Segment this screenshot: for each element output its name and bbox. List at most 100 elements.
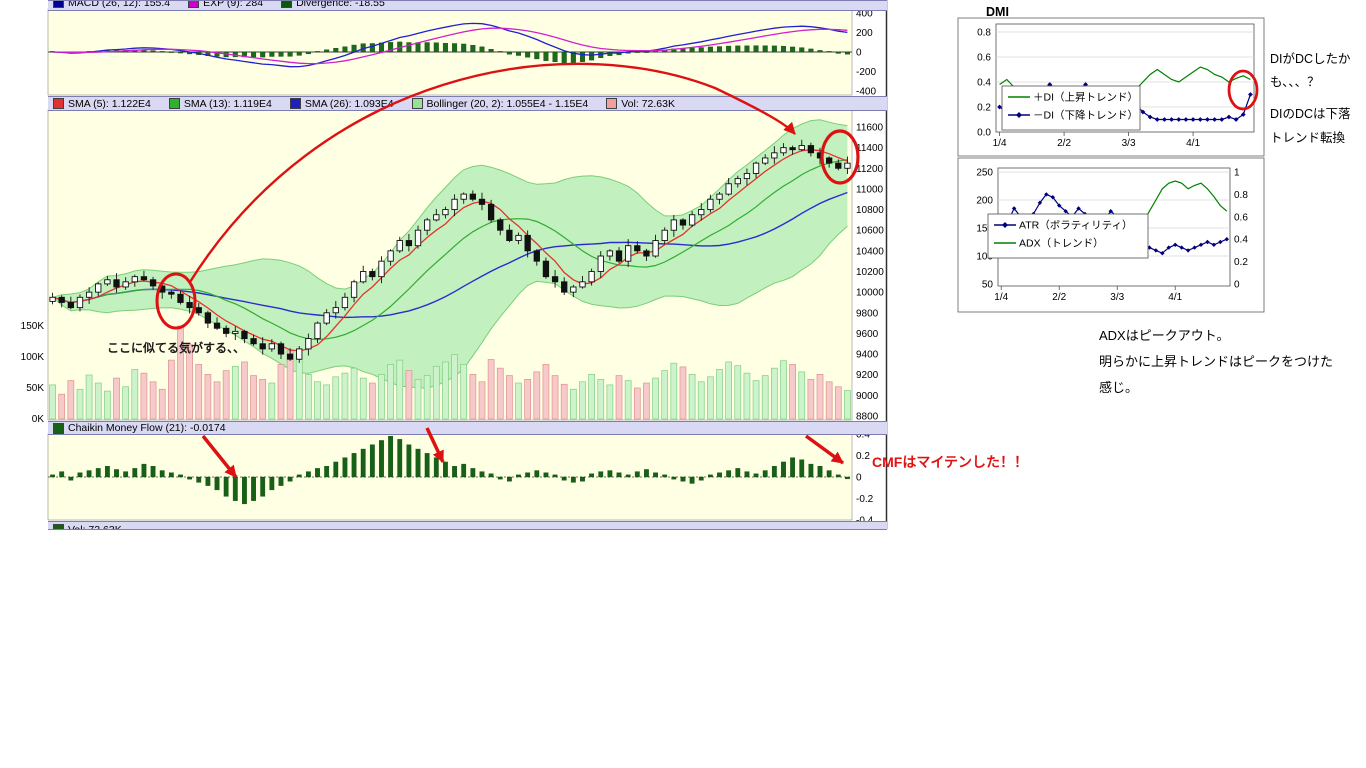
- atr-right-label: 0: [1234, 280, 1240, 291]
- macd-axis-label: 400: [856, 9, 873, 20]
- bollinger-legend-item: Bollinger (20, 2): 1.055E4 - 1.15E4: [411, 97, 589, 110]
- volume-legend-item: Vol: 72.63K: [606, 98, 675, 110]
- exp-legend-item: EXP (9): 284: [188, 0, 264, 9]
- volume-axis-label: 50K: [26, 383, 44, 394]
- macd-legend-item: MACD (26, 12): 155.4: [53, 0, 171, 9]
- dmi-x-label: 2/2: [1057, 138, 1071, 149]
- price-legend-bar: SMA (5): 1.122E4 SMA (13): 1.119E4 SMA (…: [48, 96, 887, 111]
- legend-label: Bollinger (20, 2): 1.055E4 - 1.15E4: [426, 97, 589, 110]
- atr-left-label: 250: [976, 168, 993, 179]
- price-axis-label: 9000: [856, 391, 879, 402]
- note-adx-line3: 感じ。: [1099, 380, 1139, 395]
- atr-legend-label: ATR（ボラティリティ）: [1019, 220, 1132, 232]
- cmf-axis-label: -0.2: [856, 494, 874, 505]
- price-axis-label: 11600: [856, 123, 884, 134]
- volume-axis-label: 150K: [21, 321, 45, 332]
- cmf-legend-item: Chaikin Money Flow (21): -0.0174: [53, 422, 226, 434]
- legend-label: MACD (26, 12): 155.4: [68, 0, 171, 9]
- divergence-color-marker: [281, 1, 293, 8]
- atr-x-label: 2/2: [1052, 292, 1066, 303]
- sma13-legend-item: SMA (13): 1.119E4: [168, 97, 272, 110]
- note-cmf-negative: CMFはマイテンした！！: [872, 454, 1029, 470]
- legend-label: Divergence: -18.55: [296, 0, 385, 9]
- volume-axis-label: 0K: [32, 414, 45, 425]
- price-axis-label: 10800: [856, 205, 884, 216]
- price-axis-label: 9600: [856, 329, 879, 340]
- price-axis-label: 10400: [856, 246, 884, 257]
- atr-right-label: 0.8: [1234, 190, 1248, 201]
- note-di-dc-line3: DIのDCは下落: [1270, 107, 1351, 121]
- volume-axis-label: 100K: [21, 352, 45, 363]
- dmi-x-label: 3/3: [1122, 138, 1136, 149]
- cmf-legend-bar: Chaikin Money Flow (21): -0.0174: [48, 421, 887, 435]
- exp-line-color-marker: [188, 1, 200, 8]
- macd-axis-label: 200: [856, 28, 873, 39]
- dmi-y-label: 0.4: [977, 78, 991, 89]
- macd-line: [52, 22, 848, 68]
- dmi-y-label: 0.0: [977, 128, 991, 139]
- bollinger-color-marker: [411, 98, 423, 109]
- atr-x-label: 1/4: [994, 292, 1008, 303]
- legend-label: Vol: 72.63K: [621, 97, 675, 110]
- atr-x-label: 4/1: [1168, 292, 1182, 303]
- atr-left-label: 150: [976, 224, 993, 235]
- sma26-color-marker: [289, 98, 301, 109]
- dmi-x-label: 4/1: [1186, 138, 1200, 149]
- legend-label: Chaikin Money Flow (21): -0.0174: [68, 422, 226, 434]
- dmi-y-label: 0.6: [977, 53, 991, 64]
- price-axis-label: 9400: [856, 350, 879, 361]
- plus-di-legend-label: ＋DI（上昇トレンド）: [1033, 92, 1138, 104]
- dmi-chart-title: DMI: [986, 5, 1009, 19]
- bottom-legend-bar: Vol: 72.63K: [48, 521, 887, 530]
- legend-label: SMA (13): 1.119E4: [183, 97, 272, 110]
- sma13-color-marker: [168, 98, 180, 109]
- note-adx-line2: 明らかに上昇トレンドはピークをつけた: [1099, 354, 1334, 369]
- atr-right-label: 1: [1234, 168, 1240, 179]
- cmf-axis-label: 0: [856, 473, 862, 484]
- legend-label: Vol: 72.63K: [68, 523, 122, 530]
- price-axis-label: 9800: [856, 308, 879, 319]
- price-axis-label: 8800: [856, 412, 879, 423]
- price-axis-label: 11000: [856, 184, 884, 195]
- divergence-legend-item: Divergence: -18.55: [281, 0, 385, 9]
- note-looks-similar: ここに似てる気がする、、: [107, 341, 246, 355]
- dmi-y-label: 0.2: [977, 103, 991, 114]
- macd-line-color-marker: [53, 1, 64, 8]
- bottom-color-marker: [53, 524, 64, 529]
- minus-di-legend-label: －DI（下降トレンド）: [1033, 109, 1138, 122]
- macd-panel: [48, 22, 852, 68]
- atr-legend-box: [987, 213, 1149, 259]
- atr-right-label: 0.2: [1234, 257, 1248, 268]
- price-axis-label: 9200: [856, 370, 879, 381]
- dmi-legend-box: [1001, 85, 1141, 131]
- note-di-dc-line2: も、、、？: [1270, 75, 1320, 89]
- volume-bars: [49, 325, 851, 420]
- bottom-legend-item: Vol: 72.63K: [53, 523, 122, 530]
- atr-left-label: 100: [976, 252, 993, 263]
- macd-axis-label: -200: [856, 67, 876, 78]
- legend-label: EXP (9): 284: [203, 0, 264, 9]
- macd-signal-line: [52, 27, 848, 65]
- cmf-axis-label: 0.2: [856, 451, 870, 462]
- volume-color-marker: [606, 98, 618, 109]
- note-adx-line1: ADXはピークアウト。: [1099, 328, 1230, 343]
- atr-left-label: 50: [982, 280, 994, 291]
- cmf-color-marker: [53, 422, 64, 434]
- atr-x-label: 3/3: [1110, 292, 1124, 303]
- sma5-color-marker: [53, 98, 64, 109]
- adx-legend-label: ADX（トレンド）: [1019, 238, 1104, 250]
- legend-label: SMA (26): 1.093E4: [304, 97, 394, 110]
- note-di-dc-line1: DIがDCしたか: [1270, 52, 1351, 66]
- price-axis-label: 10000: [856, 288, 884, 299]
- atr-left-label: 200: [976, 196, 993, 207]
- macd-axis-label: -400: [856, 87, 876, 98]
- macd-axis-label: 0: [856, 48, 862, 59]
- cmf-axis-label: 0.4: [856, 430, 870, 441]
- price-axis-label: 11400: [856, 143, 884, 154]
- macd-legend-bar: MACD (26, 12): 155.4 EXP (9): 284 Diverg…: [48, 0, 887, 11]
- cmf-panel: [48, 435, 852, 505]
- dmi-x-label: 1/4: [993, 138, 1007, 149]
- legend-label: SMA (5): 1.122E4: [68, 97, 151, 110]
- sma5-legend-item: SMA (5): 1.122E4: [53, 98, 151, 110]
